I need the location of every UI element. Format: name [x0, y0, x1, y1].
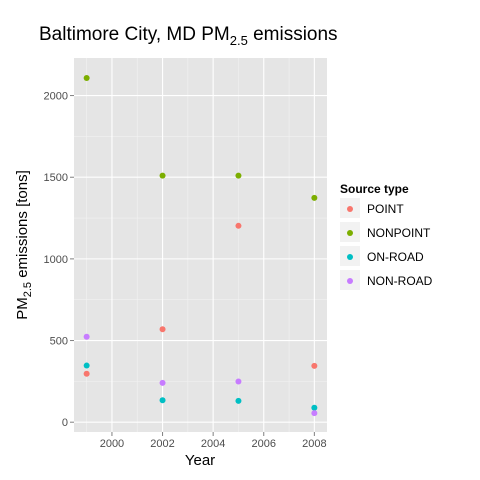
x-tick-label: 2008	[302, 438, 326, 450]
legend-swatch-non-road	[347, 278, 353, 284]
legend: Source type POINT NONPOINT ON-ROAD NON-ROAD	[340, 182, 433, 290]
x-tick-label: 2006	[252, 438, 276, 450]
y-tick-label: 2000	[44, 91, 68, 103]
y-axis-title: PM2.5 emissions [tons]	[14, 170, 34, 320]
x-axis-title: Year	[185, 452, 215, 469]
data-point-point	[311, 362, 318, 369]
y-tick-label: 1000	[44, 254, 68, 266]
legend-swatch-point	[347, 206, 353, 212]
data-point-on-road	[159, 397, 166, 404]
major-gridlines	[74, 58, 327, 432]
data-points	[83, 74, 318, 417]
data-point-nonpoint	[235, 172, 242, 179]
data-point-point	[159, 326, 166, 333]
y-axis: 0 500 1000 1500 2000	[44, 91, 74, 429]
y-tick-label: 500	[50, 336, 68, 348]
y-axis-title-subscript: 2.5	[22, 282, 34, 297]
y-axis-title-main: PM	[14, 297, 31, 320]
legend-swatch-nonpoint	[347, 230, 353, 236]
data-point-non-road	[235, 378, 242, 385]
minor-gridlines	[74, 58, 327, 432]
chart-title-main: Baltimore City, MD PM	[39, 24, 230, 45]
x-tick-label: 2004	[201, 438, 225, 450]
x-tick-label: 2000	[100, 438, 124, 450]
data-point-non-road	[159, 379, 166, 386]
legend-label-non-road: NON-ROAD	[367, 274, 433, 288]
legend-label-on-road: ON-ROAD	[367, 250, 424, 264]
data-point-nonpoint	[159, 172, 166, 179]
data-point-non-road	[83, 333, 90, 340]
legend-label-nonpoint: NONPOINT	[367, 226, 431, 240]
data-point-non-road	[311, 410, 318, 417]
data-point-on-road	[235, 397, 242, 404]
data-point-nonpoint	[311, 194, 318, 201]
data-point-point	[235, 222, 242, 229]
y-tick-label: 0	[62, 417, 68, 429]
data-point-on-road	[83, 362, 90, 369]
plot-panel	[74, 58, 327, 432]
y-axis-title-rest: emissions [tons]	[14, 170, 31, 282]
data-point-point	[83, 370, 90, 377]
legend-swatch-on-road	[347, 254, 353, 260]
chart-title-rest: emissions	[248, 24, 338, 45]
data-point-on-road	[311, 404, 318, 411]
x-axis: 2000 2002 2004 2006 2008	[100, 432, 327, 450]
data-point-nonpoint	[83, 74, 90, 81]
legend-label-point: POINT	[367, 202, 404, 216]
legend-title: Source type	[340, 182, 409, 196]
chart-title: Baltimore City, MD PM2.5 emissions	[39, 24, 338, 48]
y-tick-label: 1500	[44, 172, 68, 184]
chart-title-subscript: 2.5	[230, 33, 248, 48]
x-tick-label: 2002	[150, 438, 174, 450]
